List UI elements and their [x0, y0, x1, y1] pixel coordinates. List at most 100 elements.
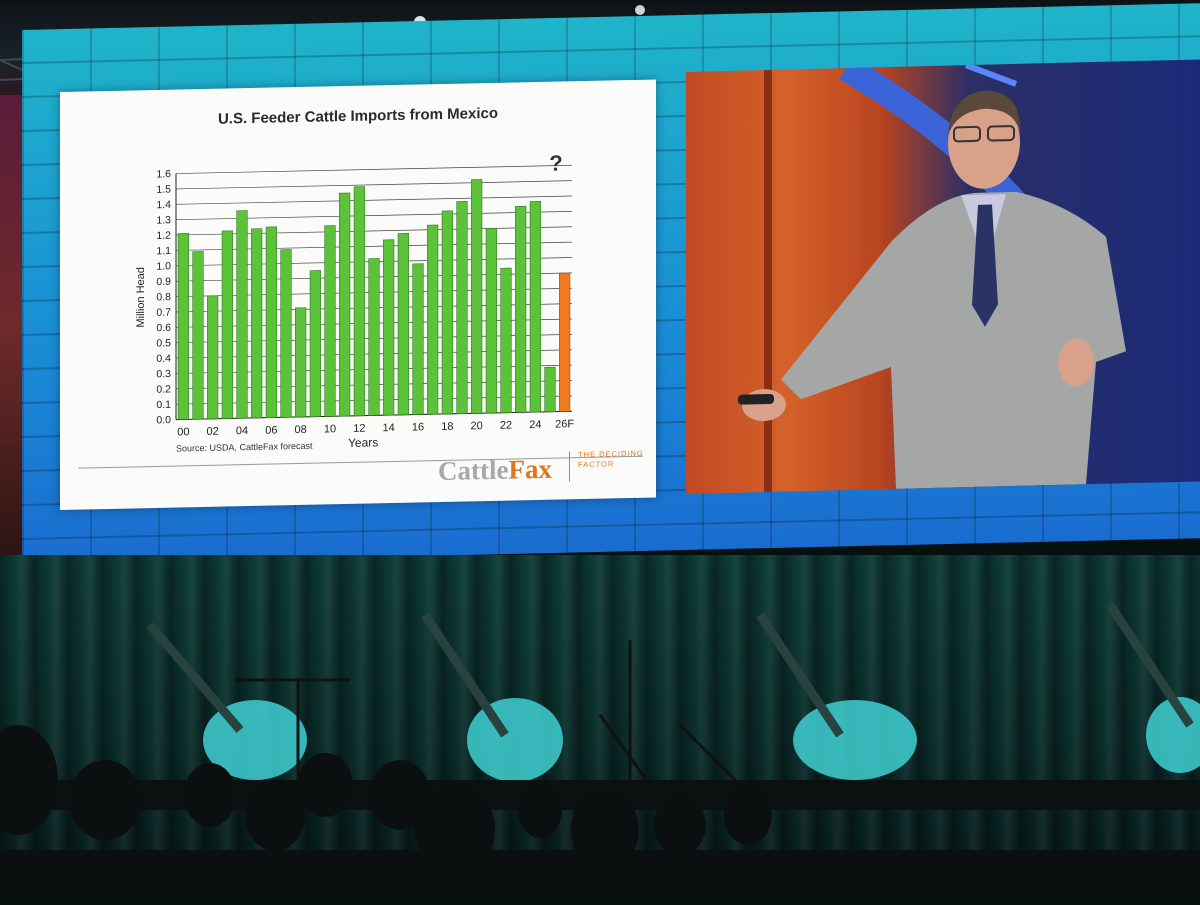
logo-tagline: THE DECIDING FACTOR: [578, 448, 644, 470]
logo-cattle-text: Cattle: [438, 454, 509, 487]
y-tick-label: 1.2: [156, 230, 171, 242]
speaker-left-hand: [742, 389, 786, 422]
x-tick-label: 08: [295, 424, 307, 436]
y-tick-label: 0.2: [156, 383, 171, 395]
cattlefax-logo: CattleFax: [438, 454, 552, 487]
audience-head: [184, 763, 236, 827]
guitar-neck: [146, 622, 244, 733]
audience-head: [370, 760, 430, 830]
gridline: [176, 211, 572, 221]
arch-light: [964, 62, 1018, 87]
bar-08: [295, 307, 307, 418]
y-tick-label: 1.3: [156, 214, 171, 226]
y-axis-label: Million Head: [135, 267, 147, 328]
bar-12: [353, 186, 365, 417]
gridline: [176, 241, 572, 251]
audience-head: [69, 760, 141, 840]
stage-light: [635, 5, 645, 15]
guitar-neck: [1106, 602, 1194, 728]
speaker-tie: [972, 204, 998, 327]
audience-head: [654, 795, 706, 855]
microphone-stand: [598, 714, 652, 786]
y-tick-label: 0.4: [156, 353, 171, 365]
bar-06: [265, 226, 277, 418]
bar-00: [177, 232, 189, 420]
bar-23: [515, 205, 527, 413]
y-tick-label: 0.6: [156, 322, 171, 334]
bar-16: [412, 263, 424, 415]
bar-11: [339, 192, 351, 417]
bar-chart: 0.0 0.1 0.2 0.3 0.4 0.5 0.6 0.7 0.8 0.9 1.0 1.1 1.2 1…: [135, 150, 574, 438]
bar-22: [500, 267, 512, 414]
bar-18: [441, 210, 453, 415]
footer-rule: [78, 455, 643, 469]
x-tick-label: 10: [324, 423, 336, 435]
x-axis-label: Years: [348, 435, 379, 450]
x-tick-label: 12: [353, 423, 365, 435]
y-tick-label: 1.1: [156, 245, 171, 257]
arch-light: [839, 59, 1026, 213]
x-tick-label: 26F: [555, 418, 574, 430]
chart-annotation: ?: [549, 150, 562, 175]
speaker-illustration: [738, 59, 1126, 493]
guitar-neck: [756, 612, 844, 738]
bar-21: [485, 228, 497, 414]
audience-head: [297, 753, 353, 817]
bar-07: [280, 249, 292, 418]
speaker-right-hand: [1058, 338, 1094, 387]
bar-13: [368, 258, 380, 416]
audience-head: [245, 779, 305, 851]
wall-panel-seam: [764, 69, 772, 493]
x-tick-label: 00: [177, 426, 189, 438]
presentation-slide: U.S. Feeder Cattle Imports from Mexico 0…: [60, 79, 656, 511]
audience-shoulders: [60, 865, 830, 900]
y-tick-label: 1.4: [156, 199, 171, 211]
speaker-video: [686, 59, 1200, 494]
x-tick-label: 02: [207, 426, 219, 438]
y-tick-label: 0.7: [156, 307, 171, 319]
bar-14: [383, 239, 395, 416]
y-tick-label: 0.9: [156, 276, 171, 288]
speaker-suit: [781, 191, 1126, 489]
bar-09: [309, 270, 321, 418]
bar-15: [397, 232, 409, 416]
guitar-neck: [421, 612, 509, 738]
bar-01: [192, 251, 204, 420]
bar-05: [251, 228, 263, 419]
bar-03: [221, 230, 233, 419]
bar-02: [207, 295, 219, 420]
y-tick-label: 0.3: [156, 368, 171, 380]
stage-props: [146, 602, 1200, 805]
audience-head: [724, 785, 772, 845]
bar-20: [471, 179, 483, 414]
x-tick-label: 22: [500, 420, 512, 432]
audience-silhouettes: [0, 725, 1200, 900]
y-tick-label: 1.0: [156, 260, 171, 272]
bar-19: [456, 200, 468, 414]
logo-fax-text: Fax: [508, 453, 552, 485]
logo-divider: [569, 451, 570, 482]
x-tick-label: 14: [383, 422, 395, 434]
chart-source: Source: USDA, CattleFax forecast: [176, 440, 313, 454]
microphone-stand: [678, 723, 742, 787]
clicker-remote-icon: [738, 393, 774, 405]
gridline: [176, 195, 572, 205]
y-tick-label: 0.1: [156, 399, 171, 411]
x-tick-label: 18: [441, 421, 453, 433]
x-tick-label: 04: [236, 425, 248, 437]
x-tick-label: 06: [265, 424, 277, 436]
gridline: [176, 226, 572, 236]
speaker-head: [948, 96, 1020, 189]
bar-17: [427, 224, 439, 415]
x-tick-label: 24: [529, 419, 541, 431]
guitar-prop: [793, 700, 917, 780]
y-tick-label: 0.8: [156, 291, 171, 303]
bar-04: [236, 210, 248, 419]
bar-25: [544, 366, 556, 413]
y-tick-label: 0.5: [156, 337, 171, 349]
bar-24: [529, 200, 541, 413]
gridline: [176, 180, 572, 190]
y-tick-label: 0.0: [156, 414, 171, 426]
bar-26F: [559, 272, 571, 412]
x-tick-label: 20: [471, 420, 483, 432]
